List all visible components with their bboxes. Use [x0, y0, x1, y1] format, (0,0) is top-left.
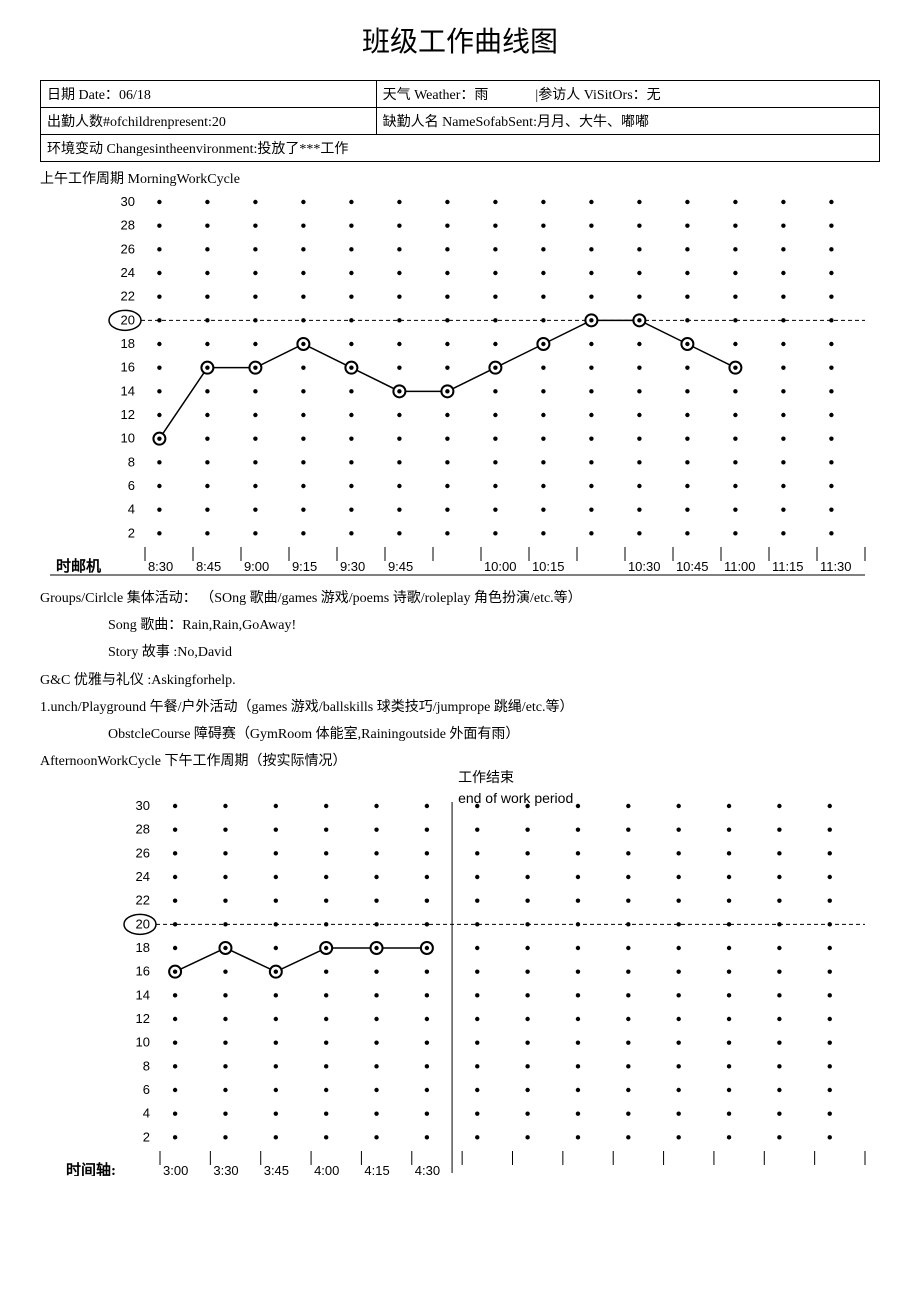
svg-text:2: 2	[143, 1130, 150, 1145]
svg-text:时邮机: 时邮机	[56, 557, 101, 575]
svg-text:8:30: 8:30	[148, 559, 173, 574]
env-label: 环境变动 Changesintheenvironment:	[47, 142, 257, 157]
page-title: 班级工作曲线图	[40, 20, 880, 60]
svg-text:10: 10	[121, 431, 135, 446]
svg-text:4:15: 4:15	[364, 1163, 389, 1176]
svg-text:4:30: 4:30	[415, 1163, 440, 1176]
svg-text:2: 2	[128, 525, 135, 540]
svg-text:3:30: 3:30	[213, 1163, 238, 1176]
svg-text:11:00: 11:00	[724, 559, 756, 574]
svg-text:20: 20	[121, 312, 135, 327]
svg-text:16: 16	[136, 964, 150, 979]
gc-value: Askingforhelp.	[151, 673, 235, 688]
end-of-work-label: 工作结束 end of work period	[458, 770, 573, 806]
svg-text:18: 18	[121, 336, 135, 351]
svg-text:28: 28	[121, 218, 135, 233]
groups-desc: （SOng 歌曲/games 游戏/poems 诗歌/roleplay 角色扮演…	[200, 591, 581, 606]
weather-value: 雨	[474, 88, 488, 103]
story-value: No,David	[177, 645, 232, 660]
svg-text:26: 26	[121, 241, 135, 256]
svg-text:26: 26	[136, 846, 150, 861]
svg-text:4: 4	[143, 1106, 150, 1121]
morning-chart-svg: 30 28 26 24 22 20 18 16 14 12 10 8 6 4 2 8:30 8:45 9:00 9:…	[50, 192, 870, 582]
svg-text:10:45: 10:45	[676, 559, 709, 574]
svg-text:4:00: 4:00	[314, 1163, 339, 1176]
svg-text:20: 20	[136, 917, 150, 932]
svg-text:8: 8	[128, 454, 135, 469]
obstacle-label: ObstcleCourse 障碍赛	[108, 727, 236, 742]
svg-text:16: 16	[121, 360, 135, 375]
eow-cn: 工作结束	[458, 770, 573, 788]
svg-text:24: 24	[121, 265, 135, 280]
groups-label: Groups/Cirlcle 集体活动：	[40, 591, 197, 606]
svg-text:12: 12	[121, 407, 135, 422]
svg-text:9:00: 9:00	[244, 559, 269, 574]
attendance-value: 20	[212, 115, 226, 130]
svg-text:28: 28	[136, 822, 150, 837]
svg-text:11:15: 11:15	[772, 559, 804, 574]
weather-label: 天气 Weather：	[383, 88, 475, 103]
svg-text:4: 4	[128, 502, 135, 517]
svg-text:时间轴:: 时间轴:	[66, 1161, 116, 1176]
date-value: 06/18	[119, 88, 151, 103]
svg-text:9:30: 9:30	[340, 559, 365, 574]
svg-text:24: 24	[136, 869, 150, 884]
morning-chart: 30 28 26 24 22 20 18 16 14 12 10 8 6 4 2 8:30 8:45 9:00 9:…	[50, 192, 870, 582]
svg-text:22: 22	[136, 893, 150, 908]
afternoon-chart: 工作结束 end of work period 3028262422201816…	[50, 776, 870, 1176]
visitors-label: 参访人 ViSitOrs：	[538, 88, 646, 103]
absent-value: 月月、大牛、嘟嘟	[537, 115, 649, 130]
svg-text:10:00: 10:00	[484, 559, 517, 574]
lunch-desc: （games 游戏/ballskills 球类技巧/jumprope 跳绳/et…	[238, 700, 574, 715]
svg-text:14: 14	[136, 988, 150, 1003]
obstacle-desc: （GymRoom 体能室,Rainingoutside 外面有雨）	[236, 727, 520, 742]
afternoon-chart-svg: 30 28 26 24 22 20 18 16 14 12 10 8 6 4 2 3:00 3:30 3:45 4:…	[50, 776, 870, 1176]
svg-text:6: 6	[128, 478, 135, 493]
svg-text:9:45: 9:45	[388, 559, 413, 574]
svg-text:8:45: 8:45	[196, 559, 221, 574]
svg-text:18: 18	[136, 940, 150, 955]
song-label: Song 歌曲：	[108, 618, 182, 633]
attendance-label: 出勤人数#ofchildrenpresent:	[47, 115, 212, 130]
svg-text:8: 8	[143, 1059, 150, 1074]
absent-label: 缺勤人名 NameSofabSent:	[383, 115, 537, 130]
date-label: 日期 Date：	[47, 88, 119, 103]
lunch-label: 1.unch/Playground 午餐/户外活动	[40, 700, 238, 715]
notes-block: Groups/Cirlcle 集体活动： （SOng 歌曲/games 游戏/p…	[40, 586, 880, 774]
svg-text:22: 22	[121, 289, 135, 304]
svg-text:10:30: 10:30	[628, 559, 661, 574]
svg-text:10:15: 10:15	[532, 559, 565, 574]
eow-en: end of work period	[458, 789, 573, 807]
env-value: 投放了***工作	[257, 142, 348, 157]
afternoon-label: AfternoonWorkCycle 下午工作周期（按实际情况）	[40, 754, 346, 769]
song-value: Rain,Rain,GoAway!	[182, 618, 296, 633]
svg-text:3:00: 3:00	[163, 1163, 188, 1176]
svg-text:10: 10	[136, 1035, 150, 1050]
svg-text:6: 6	[143, 1082, 150, 1097]
svg-text:3:45: 3:45	[264, 1163, 289, 1176]
svg-text:14: 14	[121, 383, 135, 398]
morning-section-label: 上午工作周期 MorningWorkCycle	[40, 168, 880, 188]
svg-text:30: 30	[121, 194, 135, 209]
svg-text:9:15: 9:15	[292, 559, 317, 574]
story-label: Story 故事 :	[108, 645, 177, 660]
svg-text:11:30: 11:30	[820, 559, 852, 574]
svg-text:30: 30	[136, 798, 150, 813]
svg-text:12: 12	[136, 1011, 150, 1026]
gc-label: G&C 优雅与礼仪 :	[40, 673, 151, 688]
header-table: 日期 Date：06/18 天气 Weather：雨 |参访人 ViSitOrs…	[40, 80, 880, 162]
visitors-value: 无	[647, 88, 661, 103]
